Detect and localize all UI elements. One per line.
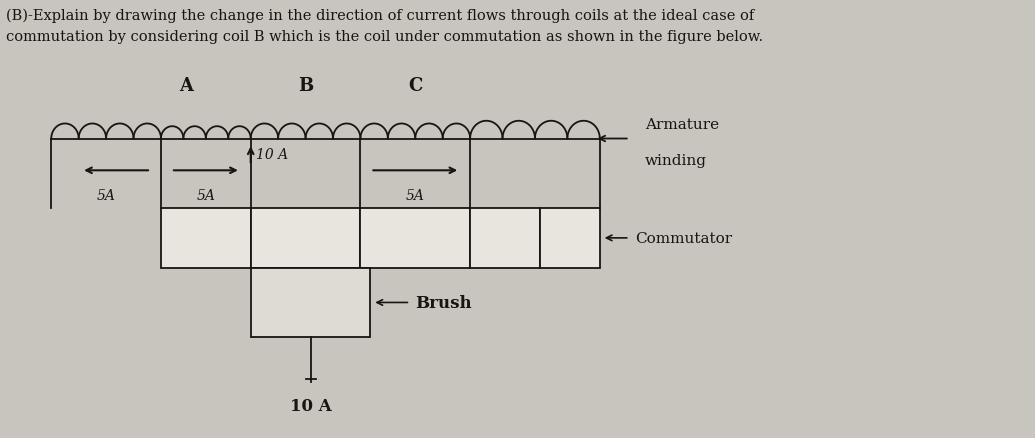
Bar	[250, 268, 371, 337]
Text: (B)-Explain by drawing the change in the direction of current flows through coil: (B)-Explain by drawing the change in the…	[6, 8, 755, 23]
Bar	[470, 208, 540, 268]
Bar	[540, 208, 599, 268]
Text: A: A	[179, 77, 193, 95]
Text: C: C	[408, 77, 422, 95]
Bar	[161, 208, 250, 268]
Text: 5A: 5A	[197, 189, 215, 203]
Text: commutation by considering coil B which is the coil under commutation as shown i: commutation by considering coil B which …	[6, 30, 764, 44]
Bar	[360, 208, 470, 268]
Text: 10 A: 10 A	[290, 397, 331, 414]
Text: 10 A: 10 A	[256, 148, 288, 162]
Text: Brush: Brush	[415, 294, 472, 311]
Text: 5A: 5A	[406, 189, 424, 203]
Bar	[250, 208, 360, 268]
Text: winding: winding	[645, 154, 707, 168]
Text: Commutator: Commutator	[634, 231, 732, 245]
Text: Armature: Armature	[645, 117, 718, 131]
Text: 5A: 5A	[96, 189, 116, 203]
Text: B: B	[298, 77, 314, 95]
